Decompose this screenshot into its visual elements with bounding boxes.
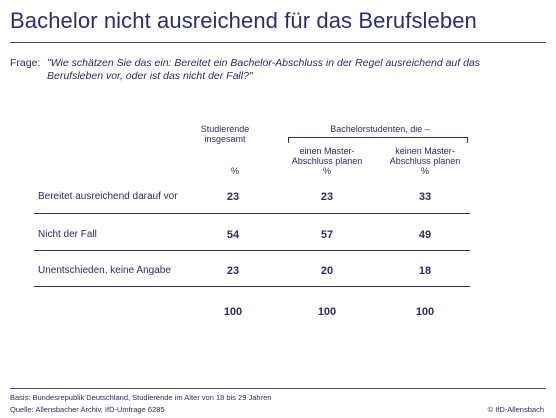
footer-basis: Basis: Bundesrepublik Deutschland, Studi…	[10, 393, 272, 402]
footer-divider	[10, 388, 546, 389]
row-label: Nicht der Fall	[38, 229, 97, 240]
cell-value: 33	[418, 191, 432, 203]
cell-value: 57	[320, 229, 334, 241]
col-header-total-line1: Studierende	[200, 124, 250, 134]
row-label: Unentschieden, keine Angabe	[38, 265, 171, 276]
col-header-no-master-line2: Abschluss planen	[389, 156, 461, 166]
row-divider	[34, 250, 470, 251]
unit-total: %	[230, 166, 239, 176]
total-value: 100	[317, 306, 337, 318]
col-header-no-master: keinen Master- Abschluss planen	[380, 146, 470, 166]
cell-value: 23	[226, 191, 240, 203]
total-value: 100	[223, 306, 243, 318]
unit-no-master: %	[420, 166, 429, 176]
row-divider	[34, 213, 470, 214]
cell-value: 23	[226, 265, 240, 277]
cell-value: 54	[226, 229, 240, 241]
col-header-master-line1: einen Master-	[299, 146, 355, 156]
group-header-bracket	[288, 137, 468, 143]
col-header-master-line2: Abschluss planen	[291, 156, 363, 166]
cell-value: 23	[320, 191, 334, 203]
footer-source: Quelle: Allensbacher Archiv, IfD-Umfrage…	[10, 405, 165, 414]
col-header-total: Studierende insgesamt	[195, 124, 255, 144]
page-title: Bachelor nicht ausreichend für das Beruf…	[10, 8, 477, 33]
row-label: Bereitet ausreichend darauf vor	[38, 191, 178, 202]
footer-copyright: © IfD-Allensbach	[487, 405, 544, 414]
group-header: Bachelorstudenten, die –	[330, 124, 430, 134]
col-header-total-line2: insgesamt	[204, 134, 246, 144]
question-label: Frage:	[10, 57, 41, 69]
col-header-master: einen Master- Abschluss planen	[282, 146, 372, 166]
cell-value: 18	[418, 265, 432, 277]
unit-master: %	[322, 166, 331, 176]
col-header-no-master-line1: keinen Master-	[395, 146, 455, 156]
total-value: 100	[415, 306, 435, 318]
title-divider	[10, 42, 546, 43]
row-divider	[34, 286, 470, 287]
cell-value: 20	[320, 265, 334, 277]
cell-value: 49	[418, 229, 432, 241]
question-text: "Wie schätzen Sie das ein: Bereitet ein …	[47, 57, 481, 82]
